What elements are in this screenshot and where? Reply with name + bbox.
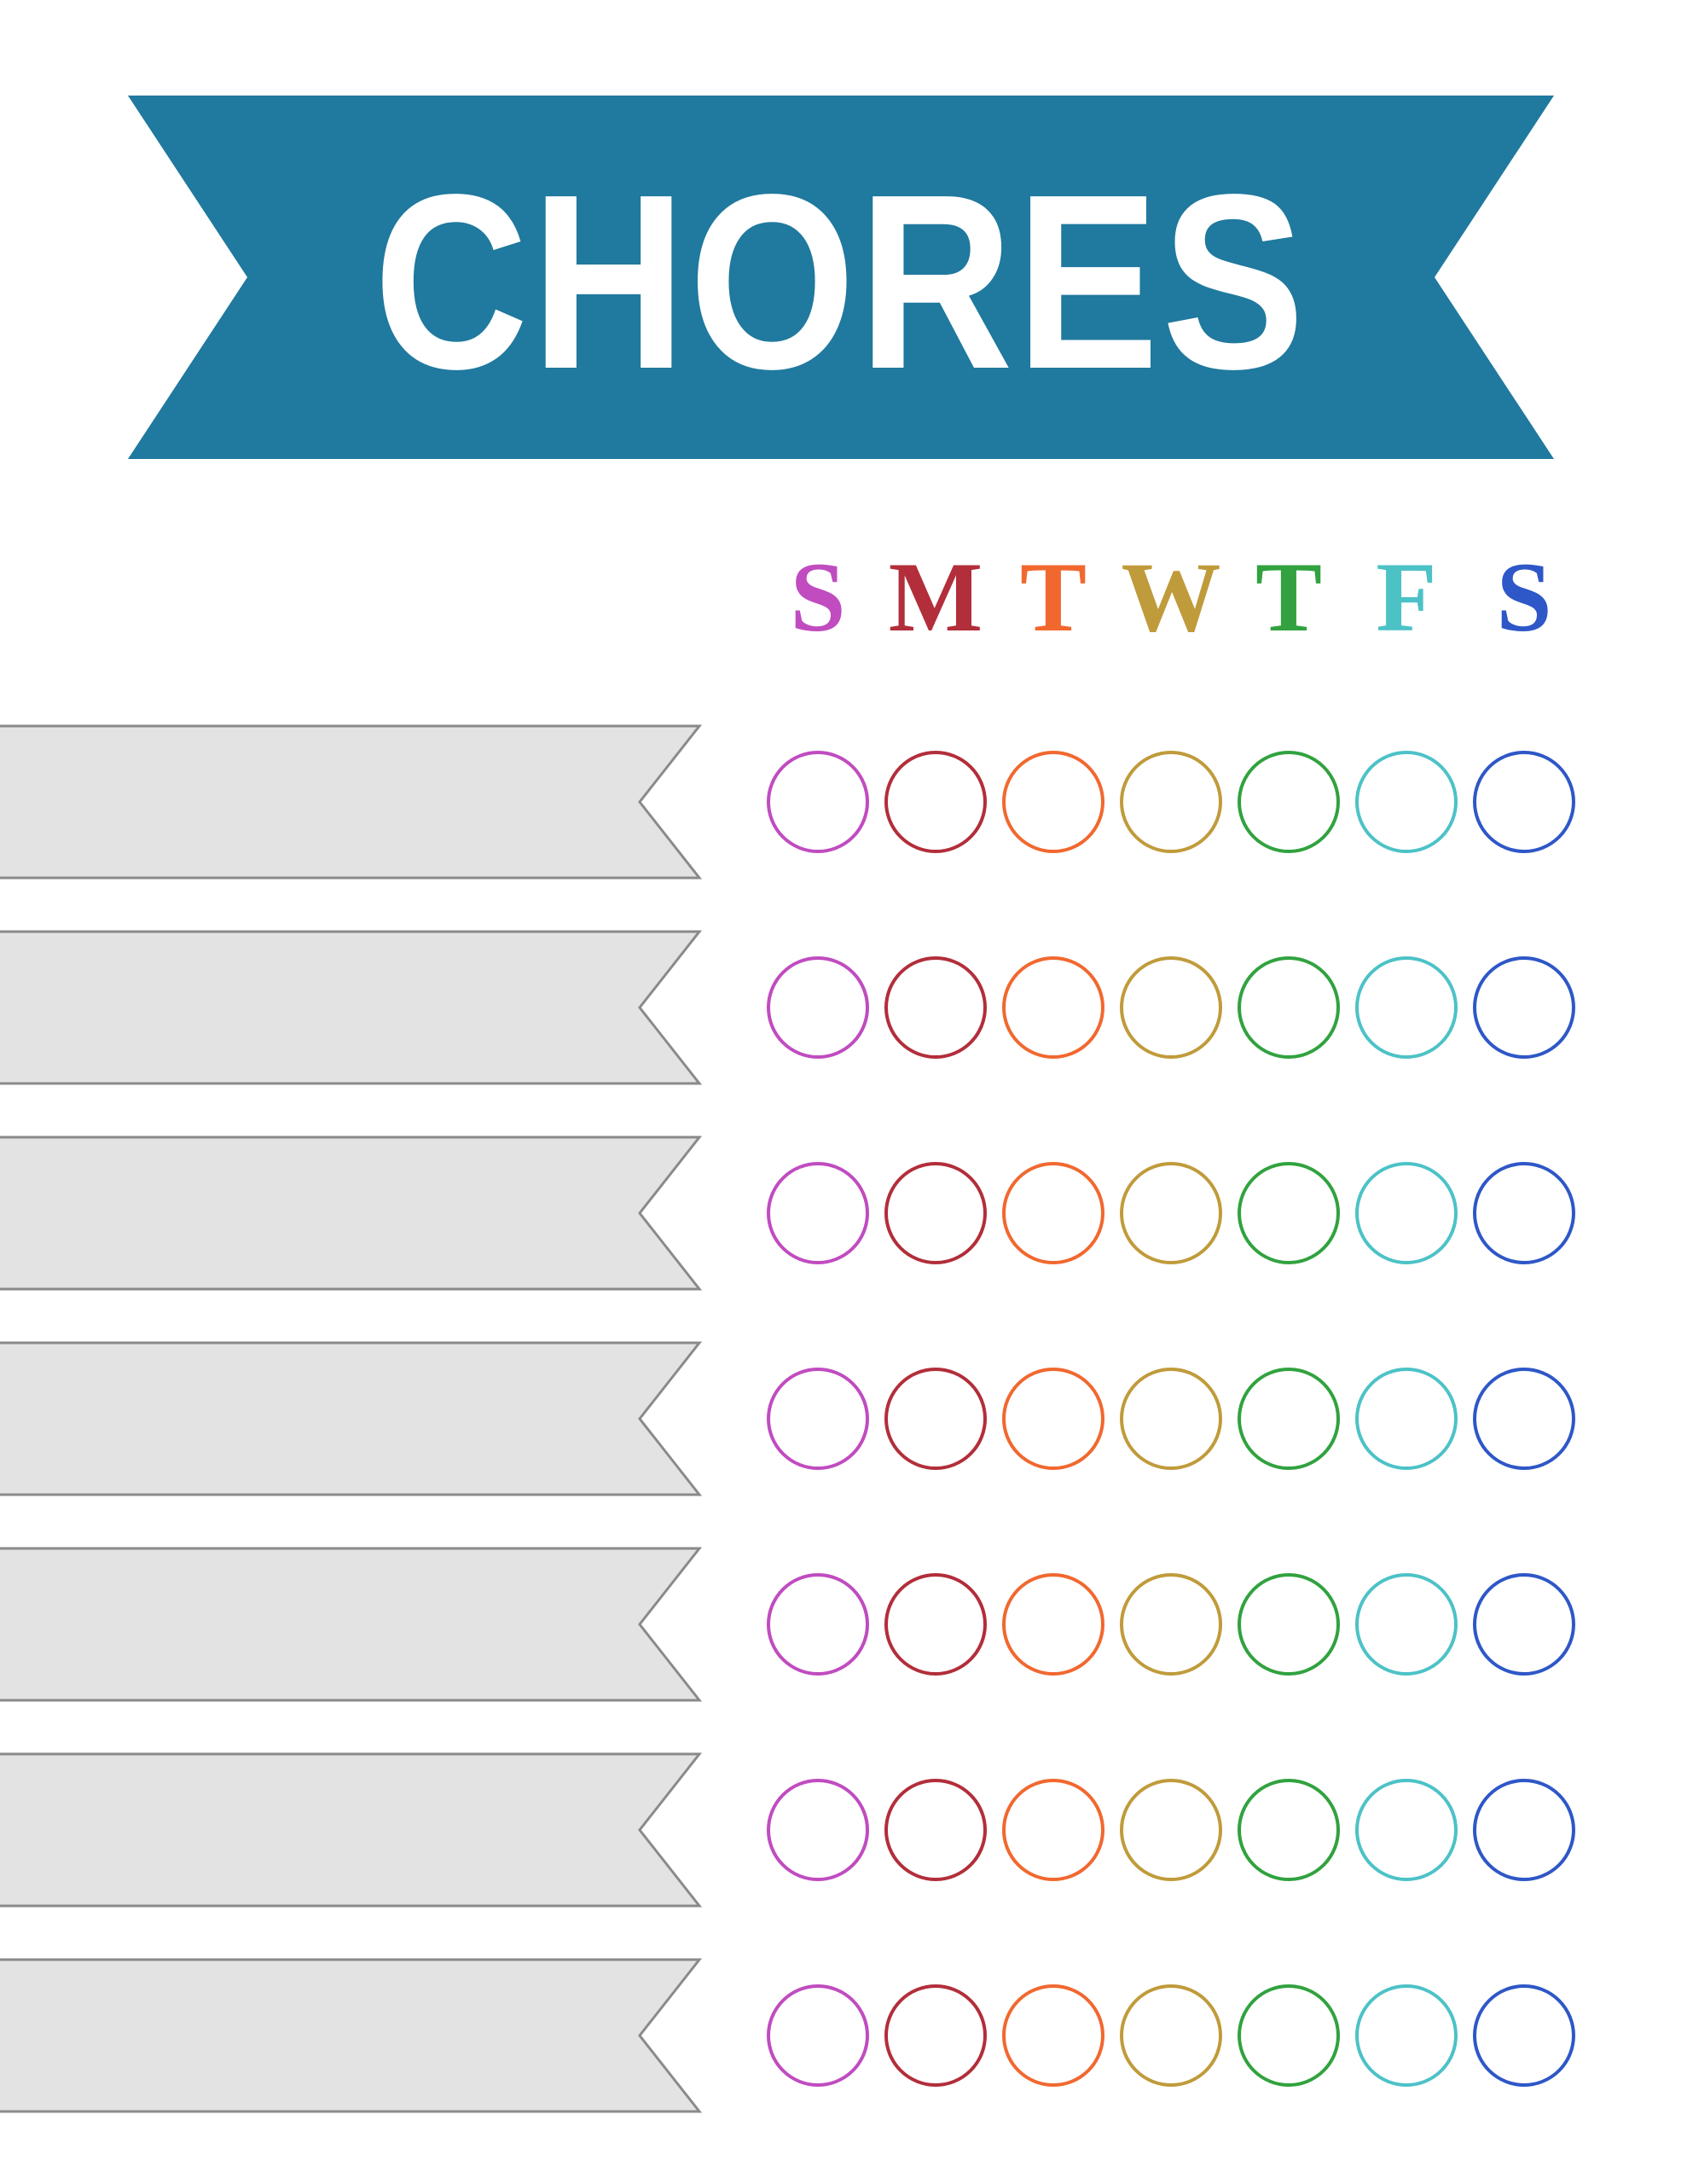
chore-name-ribbon-3[interactable]: [0, 1136, 710, 1291]
chore-check-row4-monday[interactable]: [884, 1368, 987, 1470]
chore-check-row2-wednesday[interactable]: [1120, 956, 1222, 1059]
chore-check-row2-tuesday[interactable]: [1002, 956, 1104, 1059]
chore-check-row1-saturday[interactable]: [1473, 751, 1575, 853]
chore-name-ribbon-5[interactable]: [0, 1547, 710, 1702]
chore-name-ribbon-6[interactable]: [0, 1752, 710, 1908]
chore-check-row5-saturday[interactable]: [1473, 1573, 1575, 1676]
chore-check-row1-monday[interactable]: [884, 751, 987, 853]
chore-check-row7-monday[interactable]: [884, 1984, 987, 2087]
chore-check-row2-monday[interactable]: [884, 956, 987, 1059]
day-letter-wednesday: W: [1121, 543, 1221, 653]
chore-name-label-7: [43, 1960, 588, 2111]
chore-check-row7-sunday[interactable]: [767, 1984, 869, 2087]
chore-check-row6-sunday[interactable]: [767, 1779, 869, 1881]
chore-check-row3-wednesday[interactable]: [1120, 1162, 1222, 1264]
chore-check-row2-thursday[interactable]: [1238, 956, 1340, 1059]
day-letter-tuesday: T: [1019, 543, 1087, 653]
chore-check-row4-saturday[interactable]: [1473, 1368, 1575, 1470]
chore-check-row5-wednesday[interactable]: [1120, 1573, 1222, 1676]
day-letter-thursday: T: [1255, 543, 1323, 653]
chore-check-row4-sunday[interactable]: [767, 1368, 869, 1470]
chore-name-ribbon-shape: [0, 1752, 703, 1908]
chore-check-row1-wednesday[interactable]: [1120, 751, 1222, 853]
chore-name-ribbon-7[interactable]: [0, 1958, 710, 2113]
chore-check-row1-thursday[interactable]: [1238, 751, 1340, 853]
chore-name-ribbon-shape: [0, 1958, 703, 2113]
chore-check-row2-saturday[interactable]: [1473, 956, 1575, 1059]
chore-check-row7-friday[interactable]: [1355, 1984, 1458, 2087]
day-letter-saturday: S: [1496, 543, 1552, 653]
banner-ribbon: [128, 96, 1554, 459]
chore-check-row4-friday[interactable]: [1355, 1368, 1458, 1470]
chore-check-row3-monday[interactable]: [884, 1162, 987, 1264]
chore-check-row1-sunday[interactable]: [767, 751, 869, 853]
chore-check-row5-friday[interactable]: [1355, 1573, 1458, 1676]
chore-name-label-5: [43, 1548, 588, 1700]
chore-name-ribbon-2[interactable]: [0, 930, 710, 1085]
chore-check-row6-monday[interactable]: [884, 1779, 987, 1881]
chore-check-row2-friday[interactable]: [1355, 956, 1458, 1059]
chore-check-row5-thursday[interactable]: [1238, 1573, 1340, 1676]
chore-check-row4-thursday[interactable]: [1238, 1368, 1340, 1470]
banner-ribbon-shape: [128, 96, 1554, 459]
chore-name-ribbon-4[interactable]: [0, 1341, 710, 1496]
chore-check-row7-thursday[interactable]: [1238, 1984, 1340, 2087]
chore-check-row6-friday[interactable]: [1355, 1779, 1458, 1881]
chore-name-ribbon-shape: [0, 724, 703, 880]
day-letter-sunday: S: [790, 543, 846, 653]
chore-check-row4-wednesday[interactable]: [1120, 1368, 1222, 1470]
chore-check-row7-wednesday[interactable]: [1120, 1984, 1222, 2087]
chore-name-ribbon-1[interactable]: [0, 724, 710, 880]
chore-check-row3-sunday[interactable]: [767, 1162, 869, 1264]
chore-check-row1-tuesday[interactable]: [1002, 751, 1104, 853]
chore-check-row6-saturday[interactable]: [1473, 1779, 1575, 1881]
chore-name-ribbon-shape: [0, 930, 703, 1085]
chore-check-row1-friday[interactable]: [1355, 751, 1458, 853]
chore-check-row7-saturday[interactable]: [1473, 1984, 1575, 2087]
chore-check-row6-thursday[interactable]: [1238, 1779, 1340, 1881]
chore-check-row3-thursday[interactable]: [1238, 1162, 1340, 1264]
chore-check-row4-tuesday[interactable]: [1002, 1368, 1104, 1470]
day-letter-friday: F: [1376, 543, 1437, 653]
chore-check-row2-sunday[interactable]: [767, 956, 869, 1059]
chore-name-label-4: [43, 1343, 588, 1495]
chore-name-ribbon-shape: [0, 1136, 703, 1291]
chore-name-label-2: [43, 932, 588, 1083]
chore-check-row3-saturday[interactable]: [1473, 1162, 1575, 1264]
chore-check-row5-sunday[interactable]: [767, 1573, 869, 1676]
chore-check-row6-tuesday[interactable]: [1002, 1779, 1104, 1881]
chore-check-row7-tuesday[interactable]: [1002, 1984, 1104, 2087]
chore-check-row6-wednesday[interactable]: [1120, 1779, 1222, 1881]
chore-name-label-1: [43, 726, 588, 878]
chore-name-label-3: [43, 1137, 588, 1289]
chore-check-row5-monday[interactable]: [884, 1573, 987, 1676]
chore-check-row3-tuesday[interactable]: [1002, 1162, 1104, 1264]
chore-check-row5-tuesday[interactable]: [1002, 1573, 1104, 1676]
chore-name-ribbon-shape: [0, 1341, 703, 1496]
chore-check-row3-friday[interactable]: [1355, 1162, 1458, 1264]
chore-name-label-6: [43, 1754, 588, 1906]
chore-name-ribbon-shape: [0, 1547, 703, 1702]
day-letter-monday: M: [888, 543, 983, 653]
